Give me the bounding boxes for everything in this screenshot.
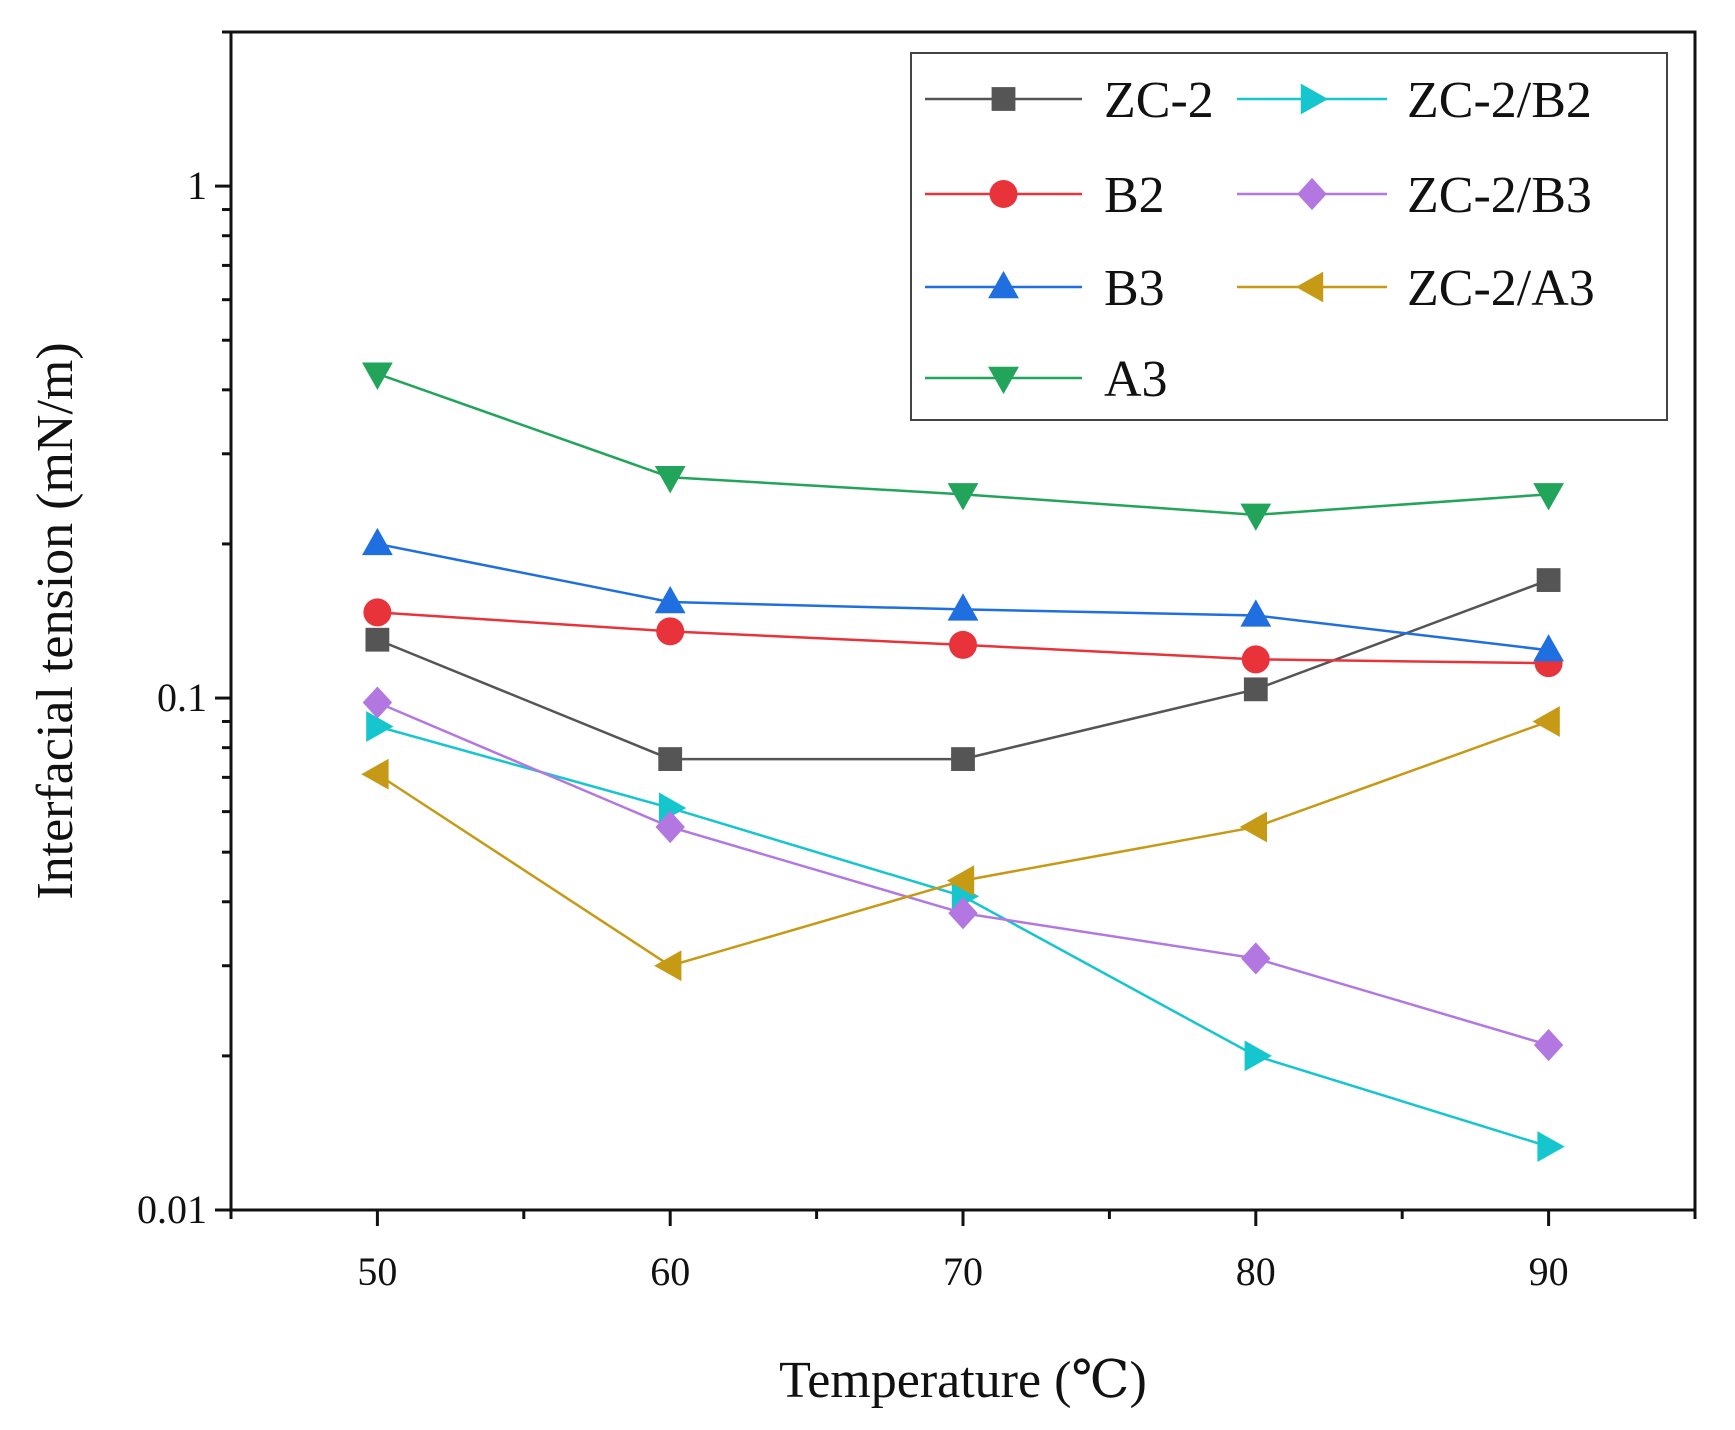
data-point [1240, 503, 1272, 531]
legend-label: ZC-2/B3 [1407, 167, 1592, 224]
data-point [1244, 1040, 1272, 1072]
legend-marker [1295, 271, 1324, 303]
data-point [655, 810, 685, 844]
legend-label: B3 [1104, 260, 1165, 317]
data-point [948, 897, 978, 930]
data-point [362, 362, 393, 390]
legend-label: ZC-2 [1104, 72, 1214, 129]
legend-item: A3 [925, 351, 1168, 408]
data-point [1532, 706, 1560, 737]
axis-ticks: 50 60 70 80 90 0.01 0.1 1 [137, 30, 1697, 1294]
x-tick-label: 80 [1236, 1249, 1276, 1294]
x-tick-label: 90 [1529, 1249, 1569, 1294]
data-point [362, 686, 393, 719]
data-point [659, 792, 687, 824]
legend: ZC-2 B2 B3 A3 ZC-2/B2 ZC-2/B3 ZC-2/A3 [910, 52, 1668, 421]
legend-marker [988, 366, 1019, 395]
x-tick-label: 70 [943, 1249, 983, 1294]
data-point [947, 483, 979, 511]
legend-box [910, 52, 1668, 421]
series-a3 [362, 362, 1564, 531]
x-tick-label: 50 [357, 1249, 397, 1294]
x-tick-label: 60 [650, 1249, 690, 1294]
legend-item: ZC-2 [925, 72, 1214, 129]
y-tick-label: 1 [187, 163, 207, 208]
legend-label: ZC-2/A3 [1407, 260, 1595, 317]
data-point [1241, 645, 1270, 674]
data-point [946, 865, 975, 896]
data-point [1533, 634, 1564, 662]
series-layer [361, 362, 1565, 1162]
series-zc-2-a3 [361, 706, 1560, 982]
data-point [949, 630, 977, 659]
series-zc-2 [365, 568, 1561, 771]
data-point [1536, 568, 1561, 592]
legend-marker [991, 87, 1016, 111]
data-point [1239, 811, 1267, 843]
data-point [658, 747, 683, 771]
series-line [377, 725, 1549, 1148]
data-point [951, 747, 975, 771]
data-point [365, 627, 390, 652]
legend-marker [988, 270, 1019, 299]
legend-label: B2 [1104, 167, 1165, 224]
data-point [654, 466, 686, 494]
series-b3 [362, 527, 1564, 662]
data-point [1243, 677, 1268, 702]
data-point [363, 598, 392, 627]
data-point [1240, 599, 1272, 627]
legend-item: ZC-2/A3 [1237, 260, 1595, 317]
data-point [1533, 483, 1564, 511]
data-point [1241, 942, 1271, 975]
legend-label: ZC-2/B2 [1407, 72, 1592, 129]
y-axis-title: Interfacial tension (mN/m) [27, 342, 84, 899]
x-axis-title: Temperature (℃) [779, 1352, 1147, 1409]
data-point [947, 593, 979, 621]
data-point [654, 950, 682, 982]
data-point [361, 758, 389, 790]
legend-label: A3 [1104, 351, 1168, 408]
y-tick-label: 0.01 [137, 1187, 207, 1232]
legend-item: B3 [925, 260, 1165, 317]
legend-marker [989, 180, 1018, 208]
legend-item: ZC-2/B3 [1237, 167, 1592, 224]
y-tick-label: 0.1 [157, 675, 207, 720]
data-point [362, 527, 393, 556]
legend-marker [1300, 83, 1329, 115]
legend-item: ZC-2/B2 [1237, 72, 1592, 129]
data-point [1533, 1028, 1564, 1062]
data-point [366, 711, 394, 742]
data-point [656, 617, 685, 646]
data-point [1537, 1131, 1565, 1162]
series-zc-2-b3 [362, 686, 1564, 1062]
series-zc-2-b2 [366, 711, 1565, 1162]
legend-item: B2 [925, 167, 1165, 224]
legend-marker [1297, 177, 1327, 211]
data-point [654, 585, 686, 614]
